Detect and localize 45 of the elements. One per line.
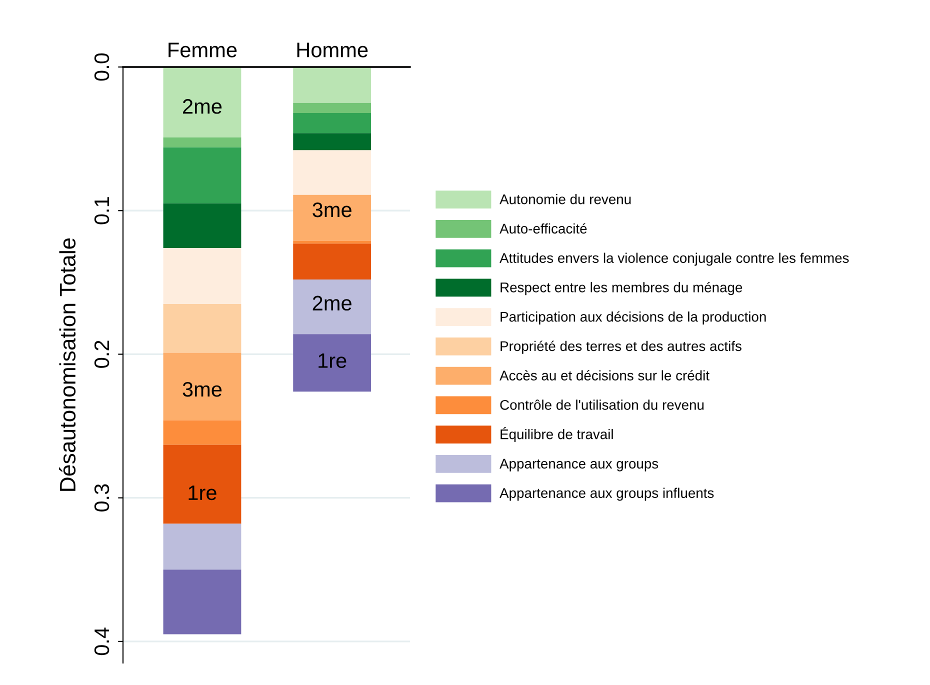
bar [163, 147, 242, 204]
x-tick-label: Femme [168, 42, 237, 58]
bar [163, 570, 242, 634]
annotation: 2me [312, 296, 352, 311]
annotation: 3me [182, 382, 222, 397]
legend-label: Appartenance aux groups [500, 458, 658, 472]
bar [163, 524, 242, 570]
legend-label: Participation aux décisions de la production [500, 311, 766, 324]
bar [293, 334, 372, 392]
legend-label: Auto-efficacité [500, 223, 587, 234]
legend-label: Respect entre les membres du ménage [500, 282, 742, 296]
y-tick-label: 0.0 [94, 53, 110, 81]
y-axis-title: Désautonomisation Totale [58, 238, 76, 491]
bar [163, 248, 242, 304]
legend-label: Autonomie du revenu [500, 194, 631, 204]
legend-label: Attitudes envers la violence conjugale contre les femmes [500, 252, 849, 266]
legend-label: Propriété des terres et des autres actifs [500, 340, 742, 354]
y-tick-label: 0.2 [94, 340, 110, 368]
bar [163, 304, 242, 353]
annotation: 1re [318, 353, 346, 368]
bar [293, 102, 372, 113]
bar [163, 203, 242, 248]
y-tick-label: 0.3 [94, 484, 110, 512]
bar [293, 150, 372, 195]
annotation: 1re [188, 486, 216, 500]
legend-label: Accès au et décisions sur le crédit [500, 370, 710, 380]
bar [293, 67, 372, 103]
bar [293, 194, 372, 241]
bar [163, 352, 242, 420]
y-tick-label: 0.4 [94, 628, 110, 656]
annotation: 2me [183, 99, 222, 114]
x-tick-label: Homme [297, 42, 368, 58]
y-tick-label: 0.1 [94, 197, 110, 224]
annotation: 3me [312, 202, 352, 218]
legend-label: Contrôle de l'utilisation du revenu [500, 400, 704, 410]
bar [293, 133, 372, 150]
legend-label: Appartenance aux groups influents [500, 488, 714, 501]
bar [163, 137, 242, 148]
bar [293, 244, 372, 280]
bar [293, 112, 372, 134]
legend-label: Équilibre de travail [500, 427, 613, 442]
bar [163, 67, 242, 138]
bar [163, 444, 242, 524]
bar [293, 280, 372, 334]
bar [163, 420, 242, 445]
